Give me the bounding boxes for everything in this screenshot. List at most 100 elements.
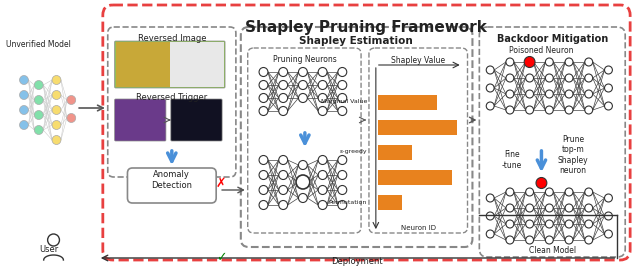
Circle shape xyxy=(298,178,307,187)
Circle shape xyxy=(298,94,307,103)
Circle shape xyxy=(545,236,553,244)
Circle shape xyxy=(585,188,593,196)
FancyBboxPatch shape xyxy=(103,5,630,260)
Circle shape xyxy=(279,67,287,76)
Circle shape xyxy=(545,58,553,66)
Circle shape xyxy=(545,74,553,82)
Circle shape xyxy=(67,95,76,104)
Circle shape xyxy=(298,160,307,169)
Circle shape xyxy=(318,186,327,194)
Circle shape xyxy=(259,67,268,76)
Circle shape xyxy=(338,107,347,116)
Circle shape xyxy=(52,106,61,115)
Circle shape xyxy=(298,67,307,76)
Text: User: User xyxy=(39,246,58,255)
Text: Marginal Value: Marginal Value xyxy=(321,100,367,104)
Circle shape xyxy=(52,76,61,85)
Circle shape xyxy=(279,156,287,165)
Text: Shapley Estimation: Shapley Estimation xyxy=(300,36,413,46)
Circle shape xyxy=(605,84,612,92)
Text: Shapley Value: Shapley Value xyxy=(391,56,445,65)
Circle shape xyxy=(585,106,593,114)
Circle shape xyxy=(338,171,347,180)
Text: Permutation: Permutation xyxy=(328,199,367,205)
Circle shape xyxy=(318,94,327,103)
Circle shape xyxy=(525,74,534,82)
Text: Shapley Pruning Framework: Shapley Pruning Framework xyxy=(245,20,487,35)
Circle shape xyxy=(486,102,494,110)
Circle shape xyxy=(545,220,553,228)
Circle shape xyxy=(525,106,534,114)
Circle shape xyxy=(524,57,535,67)
Circle shape xyxy=(279,200,287,209)
Text: Backdoor Mitigation: Backdoor Mitigation xyxy=(497,34,608,44)
Text: Unverified Model: Unverified Model xyxy=(6,40,71,49)
Circle shape xyxy=(506,188,514,196)
FancyBboxPatch shape xyxy=(378,170,452,185)
Circle shape xyxy=(259,200,268,209)
Circle shape xyxy=(486,194,494,202)
Circle shape xyxy=(318,67,327,76)
Circle shape xyxy=(318,171,327,180)
Text: ✗: ✗ xyxy=(216,177,227,190)
Circle shape xyxy=(565,236,573,244)
Circle shape xyxy=(35,110,43,119)
Circle shape xyxy=(259,94,268,103)
Circle shape xyxy=(259,156,268,165)
Circle shape xyxy=(506,106,514,114)
FancyBboxPatch shape xyxy=(479,27,625,257)
Circle shape xyxy=(506,204,514,212)
Circle shape xyxy=(525,188,534,196)
Circle shape xyxy=(605,102,612,110)
Circle shape xyxy=(279,171,287,180)
Text: Neuron ID: Neuron ID xyxy=(401,225,436,231)
FancyBboxPatch shape xyxy=(170,42,224,87)
FancyBboxPatch shape xyxy=(127,168,216,203)
Circle shape xyxy=(35,95,43,104)
Circle shape xyxy=(67,113,76,122)
Circle shape xyxy=(298,193,307,202)
FancyBboxPatch shape xyxy=(116,42,170,87)
Circle shape xyxy=(318,81,327,89)
FancyBboxPatch shape xyxy=(115,99,166,141)
Circle shape xyxy=(338,156,347,165)
Circle shape xyxy=(338,81,347,89)
Text: ε-greedy: ε-greedy xyxy=(339,150,367,154)
Circle shape xyxy=(259,171,268,180)
Circle shape xyxy=(536,178,547,188)
Circle shape xyxy=(486,212,494,220)
Circle shape xyxy=(259,107,268,116)
FancyBboxPatch shape xyxy=(115,41,225,88)
Circle shape xyxy=(605,230,612,238)
Circle shape xyxy=(486,84,494,92)
Circle shape xyxy=(545,90,553,98)
Circle shape xyxy=(259,81,268,89)
Circle shape xyxy=(506,58,514,66)
Circle shape xyxy=(585,90,593,98)
Circle shape xyxy=(506,90,514,98)
Circle shape xyxy=(35,81,43,89)
Circle shape xyxy=(35,125,43,134)
Circle shape xyxy=(525,90,534,98)
Circle shape xyxy=(565,204,573,212)
Circle shape xyxy=(52,135,61,144)
Circle shape xyxy=(338,94,347,103)
Circle shape xyxy=(605,194,612,202)
Circle shape xyxy=(296,175,310,189)
Circle shape xyxy=(565,58,573,66)
Circle shape xyxy=(486,66,494,74)
Circle shape xyxy=(338,200,347,209)
FancyBboxPatch shape xyxy=(378,95,437,110)
Circle shape xyxy=(565,188,573,196)
Text: Prune
top-m
Shapley
neuron: Prune top-m Shapley neuron xyxy=(557,135,588,175)
Circle shape xyxy=(298,81,307,89)
Circle shape xyxy=(20,106,28,115)
Text: Reversed Image: Reversed Image xyxy=(138,34,206,43)
Circle shape xyxy=(605,212,612,220)
Text: ✓: ✓ xyxy=(216,252,227,264)
Text: Poisoned Neuron: Poisoned Neuron xyxy=(509,46,573,55)
Circle shape xyxy=(52,91,61,100)
Text: Clean Model: Clean Model xyxy=(529,246,576,255)
Text: Anomaly
Detection: Anomaly Detection xyxy=(151,170,192,190)
Circle shape xyxy=(525,58,534,66)
